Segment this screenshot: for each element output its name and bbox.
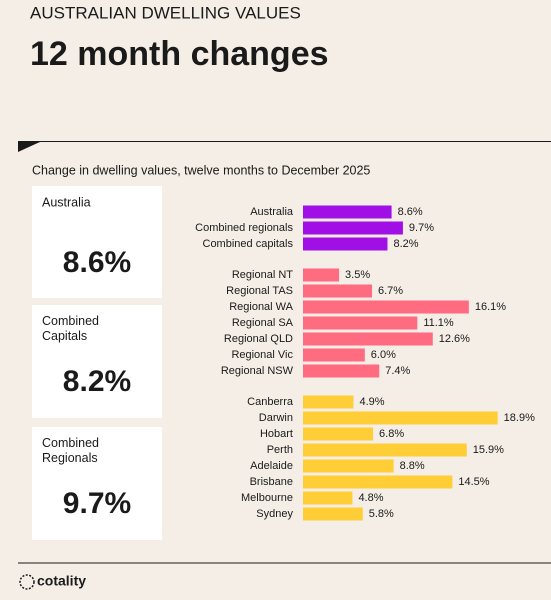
bar (303, 427, 374, 441)
divider (18, 141, 551, 150)
value-label: 4.9% (359, 396, 384, 408)
card-label-line: Combined (42, 436, 99, 450)
card-label: Combined Regionals (42, 436, 99, 465)
category-label: Regional NT (232, 269, 293, 281)
bar (303, 205, 392, 219)
title: 12 month changes (30, 35, 329, 73)
value-label: 6.8% (379, 428, 404, 440)
value-label: 18.9% (504, 412, 535, 424)
category-label: Adelaide (250, 460, 293, 472)
bar (303, 364, 380, 378)
logo: cotality (37, 573, 86, 589)
category-label: Hobart (260, 428, 293, 440)
bar (303, 284, 373, 298)
bar (303, 348, 365, 362)
category-label: Regional SA (232, 317, 294, 329)
value-label: 14.5% (458, 476, 489, 488)
category-label: Australia (250, 206, 294, 218)
category-label: Regional Vic (231, 349, 293, 361)
category-label: Regional TAS (226, 285, 293, 297)
value-label: 15.9% (473, 444, 504, 456)
value-label: 9.7% (409, 222, 434, 234)
category-label: Sydney (256, 508, 293, 520)
bar (303, 459, 394, 473)
bar (303, 316, 418, 330)
category-label: Darwin (259, 412, 293, 424)
value-label: 12.6% (439, 333, 470, 345)
divider-tab (18, 141, 42, 152)
value-label: 8.8% (400, 460, 425, 472)
bar (303, 300, 469, 314)
card-label-line: Capitals (42, 329, 87, 343)
category-label: Regional NSW (221, 365, 294, 377)
card-label: Combined Capitals (42, 314, 99, 343)
category-label: Canberra (247, 396, 294, 408)
value-label: 6.7% (378, 285, 403, 297)
value-label: 7.4% (385, 365, 410, 377)
card-value: 8.6% (63, 246, 131, 279)
value-label: 8.6% (398, 206, 423, 218)
bar (303, 237, 388, 251)
bar (303, 221, 403, 235)
card-label-line: Regionals (42, 451, 98, 465)
category-label: Brisbane (250, 476, 293, 488)
bar (303, 268, 340, 282)
bar (303, 395, 354, 409)
value-label: 16.1% (475, 301, 506, 313)
bar (303, 475, 453, 489)
value-label: 4.8% (358, 492, 383, 504)
card (32, 186, 162, 298)
bar (303, 411, 498, 425)
value-label: 3.5% (345, 269, 370, 281)
category-label: Perth (267, 444, 293, 456)
card-label: Australia (42, 195, 91, 209)
subtitle: Change in dwelling values, twelve months… (32, 163, 370, 177)
bar (303, 443, 467, 457)
bar (303, 332, 433, 346)
bar (303, 507, 363, 521)
logo-mark (19, 574, 35, 590)
card (32, 305, 162, 418)
card-value: 9.7% (63, 487, 131, 520)
card-value: 8.2% (63, 365, 131, 398)
category-label: Combined capitals (203, 238, 294, 250)
card (32, 427, 162, 540)
value-label: 5.8% (369, 508, 394, 520)
eyebrow: AUSTRALIAN DWELLING VALUES (30, 3, 301, 22)
category-label: Regional QLD (224, 333, 293, 345)
card-label-line: Combined (42, 314, 99, 328)
category-label: Regional WA (229, 301, 293, 313)
value-label: 11.1% (423, 317, 454, 329)
value-label: 6.0% (371, 349, 396, 361)
bar (303, 491, 353, 505)
category-label: Melbourne (241, 492, 293, 504)
category-label: Combined regionals (195, 222, 293, 234)
value-label: 8.2% (393, 238, 418, 250)
